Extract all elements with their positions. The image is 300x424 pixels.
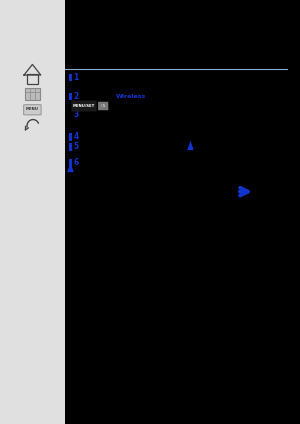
Text: 3: 3 — [74, 110, 79, 119]
Polygon shape — [67, 163, 74, 172]
Bar — [69, 133, 72, 141]
Bar — [69, 159, 72, 167]
Bar — [0, 0, 64, 424]
Text: ON: ON — [100, 104, 106, 108]
Text: Wireless: Wireless — [116, 94, 146, 99]
Text: 6: 6 — [74, 158, 79, 167]
Bar — [25, 88, 40, 100]
FancyBboxPatch shape — [24, 105, 41, 115]
Text: 2: 2 — [74, 92, 79, 101]
Bar — [69, 93, 72, 100]
Bar — [27, 74, 38, 84]
Text: MENU/SET: MENU/SET — [73, 104, 95, 108]
Polygon shape — [187, 141, 194, 150]
Text: MENU: MENU — [26, 107, 39, 112]
Bar — [69, 143, 72, 151]
FancyBboxPatch shape — [71, 100, 97, 112]
Bar — [69, 74, 72, 81]
FancyBboxPatch shape — [98, 102, 108, 110]
Text: 1: 1 — [74, 73, 79, 82]
Text: 4: 4 — [74, 132, 79, 141]
Text: 5: 5 — [74, 142, 79, 151]
